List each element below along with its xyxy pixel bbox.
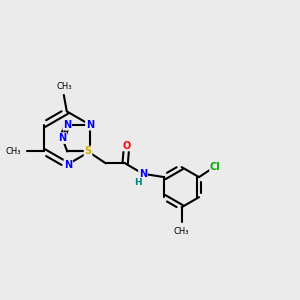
Text: O: O — [122, 140, 131, 151]
Text: H: H — [134, 178, 142, 187]
Text: CH₃: CH₃ — [174, 226, 189, 236]
Text: Cl: Cl — [210, 162, 221, 172]
Text: S: S — [84, 146, 92, 157]
Text: N: N — [63, 120, 71, 130]
Text: N: N — [139, 169, 147, 179]
Text: N: N — [86, 120, 94, 130]
Text: CH₃: CH₃ — [56, 82, 72, 91]
Text: N: N — [58, 133, 66, 143]
Text: N: N — [64, 160, 72, 170]
Text: CH₃: CH₃ — [6, 147, 21, 156]
